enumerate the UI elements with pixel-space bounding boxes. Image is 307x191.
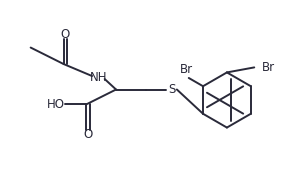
Text: Br: Br (180, 63, 193, 76)
Text: S: S (168, 83, 175, 96)
Text: HO: HO (47, 98, 65, 111)
Text: O: O (83, 128, 92, 141)
Text: O: O (61, 28, 70, 41)
Text: Br: Br (262, 61, 275, 74)
Text: NH: NH (90, 71, 107, 84)
